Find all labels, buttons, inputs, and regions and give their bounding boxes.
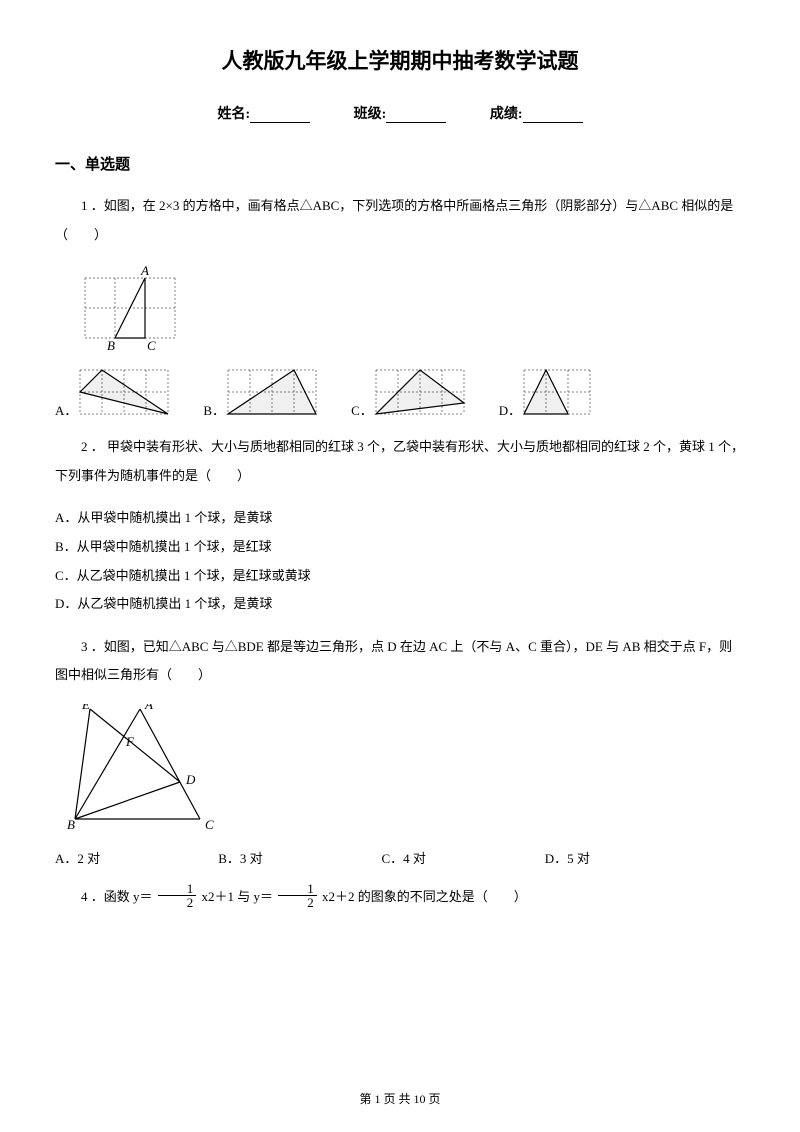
q3-opt-d: D．5 对 xyxy=(545,848,705,867)
q4-frac1: 12 xyxy=(158,882,197,909)
q2-opt-c: C．从乙袋中随机摸出 1 个球，是红球或黄球 xyxy=(55,562,745,591)
q3-opt-c: C．4 对 xyxy=(382,848,542,867)
q4-text: 4 ．函数 y＝ 12 x2＋1 与 y＝ 12 x2＋2 的图象的不同之处是（… xyxy=(55,883,745,912)
opt-b-label: B． xyxy=(203,400,225,419)
opt-c-label: C． xyxy=(351,400,373,419)
svg-text:B: B xyxy=(67,817,75,832)
class-label: 班级: xyxy=(354,107,387,122)
q1-opt-d: D． xyxy=(499,367,595,419)
svg-text:B: B xyxy=(107,338,115,353)
q3-opt-a: A．2 对 xyxy=(55,848,215,867)
score-label: 成绩: xyxy=(490,107,523,122)
q2-opt-a: A．从甲袋中随机摸出 1 个球，是黄球 xyxy=(55,504,745,533)
class-blank xyxy=(386,109,446,123)
svg-text:A: A xyxy=(144,704,153,712)
page-title: 人教版九年级上学期期中抽考数学试题 xyxy=(55,45,745,75)
name-blank xyxy=(250,109,310,123)
q4-mid: x2＋1 与 y＝ xyxy=(202,889,274,904)
q1-opt-c: C． xyxy=(351,367,469,419)
score-blank xyxy=(523,109,583,123)
svg-text:C: C xyxy=(205,817,214,832)
svg-text:E: E xyxy=(81,704,90,712)
q3-text: 3 ．如图，已知△ABC 与△BDE 都是等边三角形，点 D 在边 AC 上（不… xyxy=(55,633,745,690)
svg-text:A: A xyxy=(140,263,149,278)
svg-text:C: C xyxy=(147,338,156,353)
name-label: 姓名: xyxy=(217,107,250,122)
svg-text:D: D xyxy=(185,772,196,787)
q3-options: A．2 对 B．3 对 C．4 对 D．5 对 xyxy=(55,848,745,867)
opt-a-label: A． xyxy=(55,400,77,419)
q1-options: A． B． C． D． xyxy=(55,367,745,419)
q1-main-diagram: A B C xyxy=(75,263,745,353)
q2-text: 2 ． 甲袋中装有形状、大小与质地都相同的红球 3 个，乙袋中装有形状、大小与质… xyxy=(55,433,745,490)
q1-text: 1 ．如图，在 2×3 的方格中，画有格点△ABC，下列选项的方格中所画格点三角… xyxy=(55,192,745,249)
section-header: 一、单选题 xyxy=(55,153,745,174)
page-footer: 第 1 页 共 10 页 xyxy=(0,1090,800,1107)
q4-prefix: 4 ．函数 y＝ xyxy=(81,889,153,904)
q2-opt-b: B．从甲袋中随机摸出 1 个球，是红球 xyxy=(55,533,745,562)
svg-text:F: F xyxy=(125,734,135,749)
q2-options: A．从甲袋中随机摸出 1 个球，是黄球 B．从甲袋中随机摸出 1 个球，是红球 … xyxy=(55,504,745,618)
q4-suffix: x2＋2 的图象的不同之处是（ ） xyxy=(322,889,527,904)
q3-diagram: E A F B C D xyxy=(65,704,745,834)
info-line: 姓名: 班级: 成绩: xyxy=(55,103,745,123)
q3-opt-b: B．3 对 xyxy=(218,848,378,867)
opt-d-label: D． xyxy=(499,400,521,419)
q4-frac2: 12 xyxy=(278,882,317,909)
q1-opt-a: A． xyxy=(55,367,173,419)
q2-opt-d: D．从乙袋中随机摸出 1 个球，是黄球 xyxy=(55,590,745,619)
q1-opt-b: B． xyxy=(203,367,321,419)
